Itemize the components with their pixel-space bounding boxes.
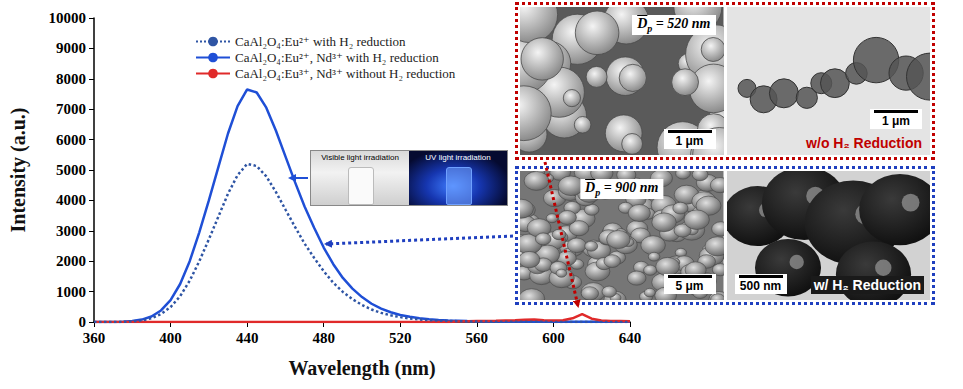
- html-text:w/o H₂ Reduction: w/o H₂ Reduction: [806, 135, 922, 151]
- svg-text:Intensity (a.u.): Intensity (a.u.): [7, 107, 30, 232]
- svg-text:560: 560: [466, 330, 489, 346]
- svg-text:8000: 8000: [56, 71, 86, 87]
- svg-text:640: 640: [619, 330, 642, 346]
- svg-text:0: 0: [79, 314, 87, 330]
- html-text:w/ H₂ Reduction: w/ H₂ Reduction: [813, 277, 921, 293]
- svg-text:400: 400: [159, 330, 182, 346]
- svg-text:10000: 10000: [49, 10, 87, 26]
- html-text:Visible light irradiation: Visible light irradiation: [321, 153, 399, 162]
- svg-text:CaAl₂O₄:Eu²⁺, Nd³⁺ with H₂ red: CaAl₂O₄:Eu²⁺, Nd³⁺ with H₂ reduction: [235, 50, 439, 65]
- svg-text:7000: 7000: [56, 101, 86, 117]
- html-text:5 μm: 5 μm: [675, 279, 704, 293]
- html-text:1 μm: 1 μm: [882, 114, 910, 128]
- svg-text:440: 440: [236, 330, 258, 346]
- svg-text:3000: 3000: [56, 223, 86, 239]
- svg-text:5000: 5000: [56, 162, 86, 178]
- svg-text:2000: 2000: [56, 253, 86, 269]
- svg-text:Wavelength (nm): Wavelength (nm): [288, 357, 435, 380]
- html-text:UV light irradiation: UV light irradiation: [425, 153, 491, 162]
- svg-text:CaAl₂O₄:Eu²⁺ with H₂ reduction: CaAl₂O₄:Eu²⁺ with H₂ reduction: [235, 34, 406, 49]
- html-text:1 μm: 1 μm: [675, 134, 704, 148]
- svg-text:1000: 1000: [56, 284, 86, 300]
- svg-text:4000: 4000: [56, 192, 86, 208]
- svg-text:360: 360: [83, 330, 106, 346]
- html-text:Dp= 900 nm: Dp= 900 nm: [585, 180, 659, 198]
- html-text:500 nm: 500 nm: [739, 279, 782, 293]
- svg-text:CaAl₂O₄:Eu³⁺, Nd³⁺ without H₂: CaAl₂O₄:Eu³⁺, Nd³⁺ without H₂ reduction: [235, 66, 456, 81]
- svg-text:480: 480: [312, 330, 335, 346]
- html-text:Dp= 520 nm: Dp= 520 nm: [637, 16, 711, 34]
- svg-text:6000: 6000: [56, 132, 86, 148]
- svg-text:600: 600: [542, 330, 565, 346]
- svg-text:520: 520: [389, 330, 412, 346]
- svg-text:9000: 9000: [56, 40, 86, 56]
